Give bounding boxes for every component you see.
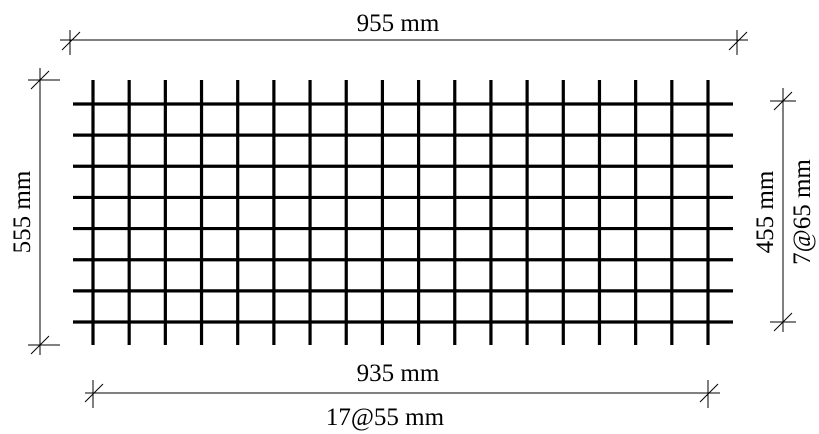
left-dimension: 555 mm (9, 68, 60, 355)
bottom-dimension-spacing-label: 17@55 mm (326, 404, 445, 431)
top-dimension-label: 955 mm (357, 10, 440, 37)
right-dimension-tick-top (773, 91, 793, 111)
left-dimension-tick-bottom (30, 335, 50, 355)
left-dimension-tick-top (30, 70, 50, 90)
bottom-dimension: 935 mm 17@55 mm (84, 360, 720, 431)
right-dimension-tick-bottom (773, 312, 793, 332)
bottom-dimension-tick-left (84, 383, 104, 403)
left-dimension-label: 555 mm (9, 170, 36, 253)
right-dimension-total-label: 455 mm (752, 170, 779, 253)
bottom-dimension-tick-right (699, 383, 719, 403)
rebar-mesh (73, 80, 733, 345)
right-dimension-spacing-label: 7@65 mm (789, 159, 816, 265)
top-dimension: 955 mm (60, 10, 748, 55)
right-dimension: 455 mm 7@65 mm (752, 88, 816, 332)
top-dimension-tick-right (728, 31, 748, 51)
top-dimension-tick-left (61, 31, 81, 51)
bottom-dimension-total-label: 935 mm (357, 360, 440, 387)
